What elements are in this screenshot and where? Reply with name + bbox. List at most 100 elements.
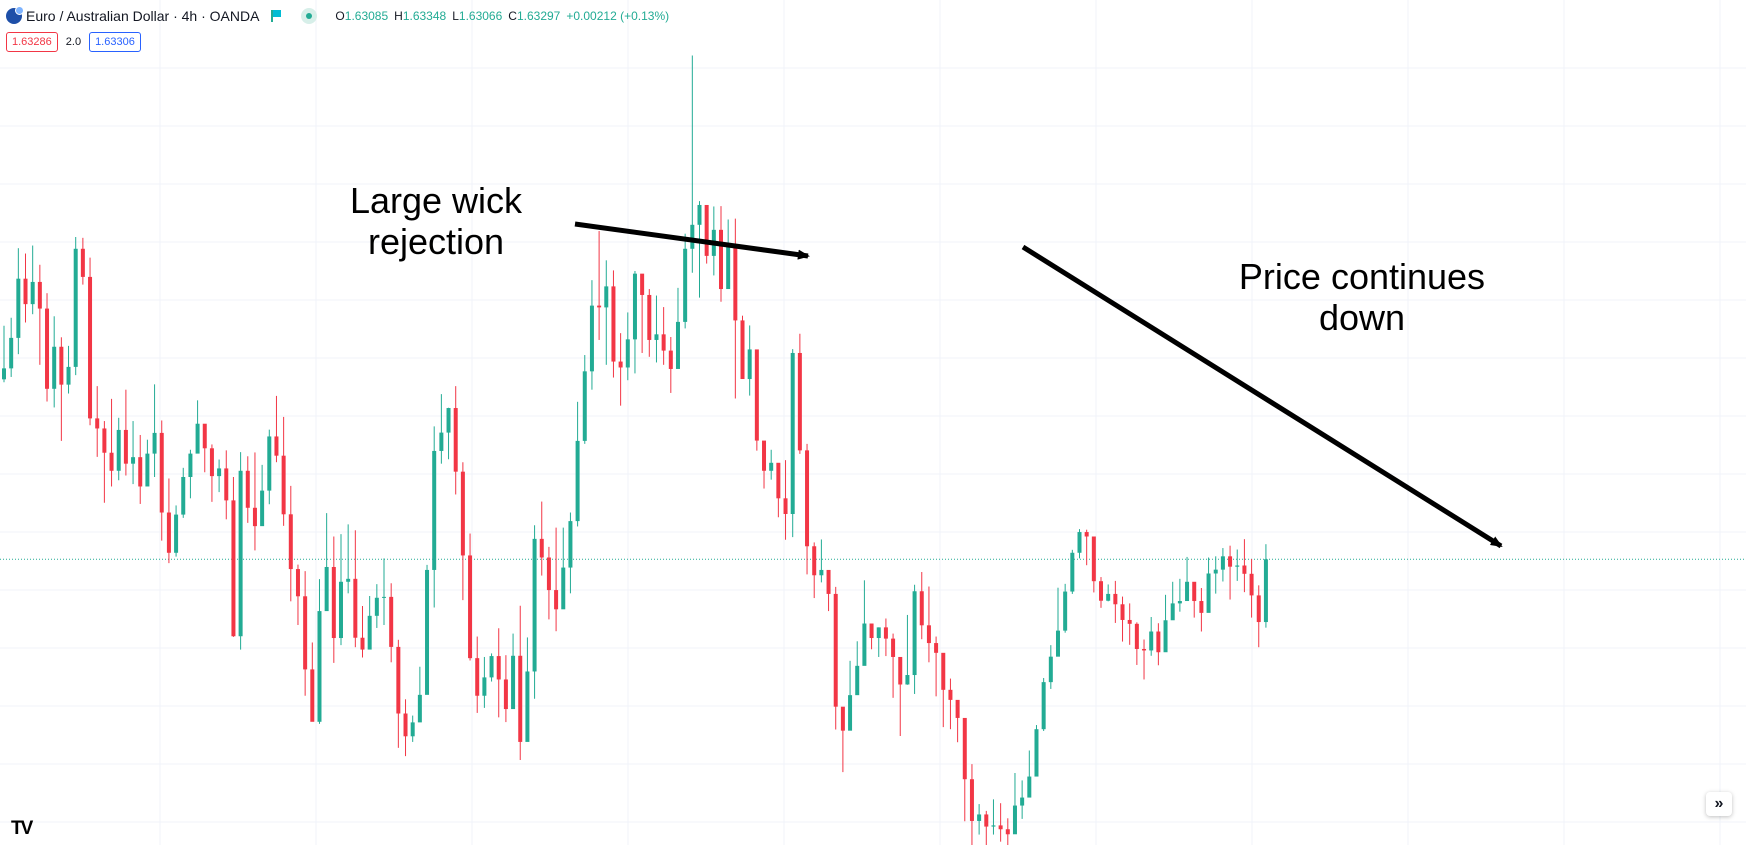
candle xyxy=(1055,587,1060,657)
candle xyxy=(209,444,214,502)
candle-body-down xyxy=(396,646,401,714)
candle-body-up xyxy=(654,334,659,340)
candle xyxy=(475,636,480,713)
candle-body-up xyxy=(1020,797,1025,806)
candle xyxy=(1177,578,1182,612)
candle xyxy=(1048,645,1053,689)
candle xyxy=(661,307,666,365)
candle xyxy=(310,642,315,722)
candle-body-down xyxy=(45,308,50,389)
candle-body-down xyxy=(88,276,93,419)
candle-body-up xyxy=(174,514,179,553)
candle-body-up xyxy=(446,408,451,433)
candle-body-up xyxy=(1106,593,1111,601)
candle-body-down xyxy=(797,352,802,451)
candle xyxy=(912,584,917,694)
sell-price-button[interactable]: 1.63286 xyxy=(6,32,58,52)
candle-body-up xyxy=(1048,656,1053,683)
candle-body-up xyxy=(425,569,430,695)
candle-body-down xyxy=(840,706,845,731)
candle xyxy=(898,656,903,736)
candle-body-up xyxy=(145,453,150,487)
candle-body-up xyxy=(188,453,193,477)
candle xyxy=(59,337,64,441)
candle-body-down xyxy=(1249,573,1254,596)
candle xyxy=(460,462,465,601)
candle xyxy=(281,416,286,526)
candle-body-down xyxy=(1091,536,1096,582)
candle xyxy=(726,219,731,290)
candle-body-up xyxy=(317,611,322,722)
candle-body-up xyxy=(432,450,437,570)
candle-body-up xyxy=(575,440,580,522)
candle-body-down xyxy=(23,278,28,305)
scroll-right-icon[interactable]: » xyxy=(1706,792,1732,816)
candle-body-up xyxy=(862,623,867,666)
candle xyxy=(1170,581,1175,621)
candle-body-down xyxy=(166,512,171,553)
candle-body-down xyxy=(1099,581,1104,601)
candle-body-down xyxy=(468,555,473,659)
candle xyxy=(37,264,42,365)
candle xyxy=(575,401,580,527)
ohlc-high: H1.63348 xyxy=(394,9,447,23)
candle-body-down xyxy=(898,656,903,685)
candle xyxy=(288,485,293,602)
candle-body-down xyxy=(618,361,623,368)
candle xyxy=(1263,544,1268,628)
candle xyxy=(503,655,508,723)
candle xyxy=(1034,725,1039,777)
candle-body-up xyxy=(675,321,680,369)
candle-body-up xyxy=(632,273,637,340)
candle xyxy=(202,423,207,473)
candle xyxy=(747,325,752,396)
candle-body-down xyxy=(159,432,164,513)
candle-body-down xyxy=(1156,631,1161,653)
candle-body-up xyxy=(131,457,136,464)
candle xyxy=(833,586,838,730)
candle-body-up xyxy=(1185,581,1190,602)
candle xyxy=(396,639,401,748)
market-status-icon[interactable] xyxy=(301,8,318,24)
candle-body-up xyxy=(1055,630,1060,657)
candle-body-up xyxy=(374,597,379,616)
candle xyxy=(195,400,200,454)
candle-body-down xyxy=(281,455,286,515)
candle-body-down xyxy=(1142,648,1147,651)
candle-body-down xyxy=(891,638,896,657)
candle xyxy=(2,325,6,383)
buy-price-button[interactable]: 1.63306 xyxy=(89,32,141,52)
candle-body-down xyxy=(1192,581,1197,602)
candle xyxy=(934,636,939,697)
candle xyxy=(16,248,21,355)
candle xyxy=(554,527,559,632)
candle-body-down xyxy=(546,557,551,591)
candle xyxy=(1005,818,1010,845)
candle-body-up xyxy=(1235,565,1240,567)
flag-icon[interactable] xyxy=(271,10,282,22)
candle xyxy=(181,467,186,518)
candle xyxy=(1142,639,1147,680)
candle xyxy=(1120,596,1125,642)
candle xyxy=(625,312,630,381)
candle-body-up xyxy=(116,429,121,471)
candle xyxy=(905,614,910,685)
candle-body-down xyxy=(37,281,42,309)
candle-body-down xyxy=(202,423,207,449)
candle xyxy=(1199,588,1204,632)
symbol-title[interactable]: Euro / Australian Dollar · 4h · OANDA xyxy=(26,8,260,24)
candle xyxy=(224,450,229,520)
candle-body-down xyxy=(948,689,953,700)
candle xyxy=(324,513,329,612)
candle-body-up xyxy=(152,432,157,454)
candle xyxy=(1185,556,1190,602)
candle-body-down xyxy=(762,440,767,471)
candle xyxy=(295,564,300,625)
candle xyxy=(647,289,652,357)
candle xyxy=(52,316,57,408)
candle-body-down xyxy=(303,596,308,670)
candle-body-down xyxy=(389,596,394,647)
candle xyxy=(174,505,179,557)
candle xyxy=(561,527,566,610)
